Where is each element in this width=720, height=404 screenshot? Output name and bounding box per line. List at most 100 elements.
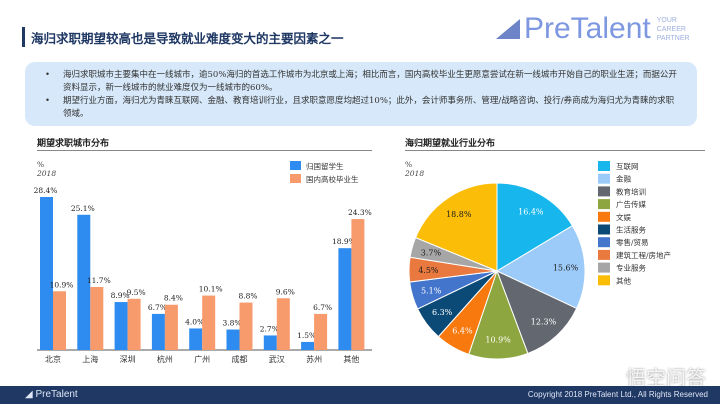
year-label: 2018 — [405, 169, 425, 178]
legend-label: 广告传媒 — [616, 199, 646, 209]
data-label: 9.5% — [127, 288, 146, 297]
slice-label: 5.1% — [421, 286, 442, 295]
legend-label: 教育培训 — [616, 186, 646, 196]
bar-returnee — [40, 197, 53, 350]
data-label: 8.8% — [238, 292, 257, 301]
bar-domestic — [164, 304, 178, 350]
data-label: 2.7% — [260, 324, 279, 333]
data-label: 11.7% — [87, 276, 111, 285]
bar-domestic — [314, 313, 328, 350]
x-tick-label: 上海 — [82, 354, 98, 364]
legend-swatch — [290, 174, 301, 183]
pie-chart-title: 海归期望就业行业分布 — [405, 139, 496, 149]
legend-swatch — [598, 199, 610, 210]
data-label: 6.7% — [148, 303, 167, 312]
slice-label: 18.8% — [446, 210, 472, 219]
x-tick-label: 北京 — [45, 354, 61, 364]
data-label: 3.8% — [222, 319, 241, 328]
legend-label: 国内高校毕业生 — [306, 174, 359, 184]
bar-chart-unit: % 2018 — [37, 160, 56, 178]
data-label: 28.4% — [34, 186, 58, 195]
pretalent-logo: PreTalent YOUR CAREER PARTNER — [496, 12, 690, 46]
slice-label: 16.4% — [518, 207, 544, 216]
footer: ◢ PreTalent Copyright 2018 PreTalent Ltd… — [0, 386, 720, 404]
legend-swatch — [598, 224, 610, 235]
legend-swatch — [598, 211, 610, 222]
x-tick-label: 杭州 — [157, 354, 173, 364]
bar-chart: 28.4%10.9%北京25.1%11.7%上海8.9%9.5%深圳6.7%8.… — [34, 161, 372, 364]
legend-label: 生活服务 — [616, 225, 646, 235]
data-label: 6.7% — [313, 303, 332, 312]
legend-swatch — [598, 249, 610, 260]
data-label: 8.4% — [164, 294, 183, 303]
summary-box: 海归求职城市主要集中在一线城市，逾50%海归的首选工作城市为北京或上海；相比而言… — [25, 62, 697, 126]
page-title: 海归求职期望较高也是导致就业难度变大的主要因素之一 — [31, 31, 344, 46]
summary-bullet: 期望行业方面，海归尤为青睐互联网、金融、教育培训行业，且求职意愿度均超过10%；… — [45, 95, 679, 121]
slice-label: 10.9% — [485, 336, 511, 345]
x-tick-label: 广州 — [194, 354, 210, 364]
divider — [37, 150, 372, 151]
tagline-line: CAREER — [656, 25, 686, 33]
footer-logo: ◢ PreTalent — [25, 389, 78, 400]
legend-swatch — [598, 262, 610, 273]
data-label: 18.9% — [332, 237, 356, 246]
summary-bullet: 海归求职城市主要集中在一线城市，逾50%海归的首选工作城市为北京或上海；相比而言… — [45, 69, 679, 95]
divider — [405, 150, 705, 151]
footer-logo-text: PreTalent — [35, 389, 78, 400]
x-tick-label: 深圳 — [120, 354, 136, 364]
unit-label: % — [405, 160, 413, 169]
slice-label: 6.4% — [452, 326, 473, 335]
tagline-line: PARTNER — [656, 34, 690, 42]
slice-label: 12.3% — [531, 317, 557, 326]
data-label: 24.3% — [348, 208, 372, 217]
legend-swatch — [598, 186, 610, 197]
legend-label: 互联网 — [616, 162, 639, 171]
year-label: 2018 — [37, 169, 57, 178]
data-label: 1.5% — [297, 331, 316, 340]
x-tick-label: 成都 — [232, 354, 248, 364]
bar-returnee — [301, 341, 315, 350]
bar-domestic — [53, 291, 66, 350]
slice-label: 6.3% — [432, 308, 453, 317]
slice-label: 4.5% — [418, 266, 439, 275]
logo-text: PreTalent — [524, 12, 651, 45]
data-label: 25.1% — [71, 204, 95, 213]
bar-returnee — [263, 335, 277, 350]
data-label: 8.9% — [111, 291, 130, 300]
bar-returnee — [77, 214, 91, 350]
pie-chart: 16.4% 互联网 15.6% 金融 12.3% 教育培训 10.9% 广告传媒 6.4% 文娱 6… — [408, 161, 671, 360]
bar-domestic — [202, 295, 216, 350]
copyright: Copyright 2018 PreTalent Ltd., All Right… — [527, 390, 708, 399]
unit-label: % — [37, 160, 45, 169]
pie-slice — [414, 182, 498, 272]
legend-swatch — [598, 173, 610, 184]
bar-returnee — [226, 329, 240, 350]
bar-returnee — [189, 328, 203, 350]
bar-returnee — [338, 248, 352, 350]
data-label: 9.6% — [276, 287, 295, 296]
legend-swatch — [598, 237, 610, 248]
logo-triangle-icon — [496, 19, 520, 39]
x-tick-label: 其他 — [343, 354, 359, 364]
legend-swatch — [598, 161, 610, 171]
bar-domestic — [90, 286, 104, 350]
data-label: 4.0% — [185, 317, 204, 326]
legend-label: 其他 — [616, 275, 631, 285]
bar-domestic — [127, 298, 141, 350]
pie-slice — [496, 182, 574, 272]
x-tick-label: 武汉 — [269, 354, 285, 364]
pie-chart-unit: % 2018 — [405, 160, 424, 178]
legend-swatch — [598, 275, 610, 286]
logo-tagline: YOUR CAREER PARTNER — [657, 16, 690, 43]
pie-slice — [495, 225, 586, 310]
legend-swatch — [290, 161, 301, 170]
pie-slice — [496, 270, 578, 355]
x-tick-label: 苏州 — [306, 354, 322, 364]
legend-label: 零售/贸易 — [616, 237, 649, 247]
legend-label: 建筑工程/房地产 — [616, 250, 671, 260]
title-accent-bar — [22, 27, 25, 47]
slice-label: 15.6% — [553, 264, 579, 273]
legend-label: 金融 — [616, 174, 631, 184]
bar-domestic — [351, 219, 365, 350]
tagline-line: YOUR — [656, 16, 677, 24]
